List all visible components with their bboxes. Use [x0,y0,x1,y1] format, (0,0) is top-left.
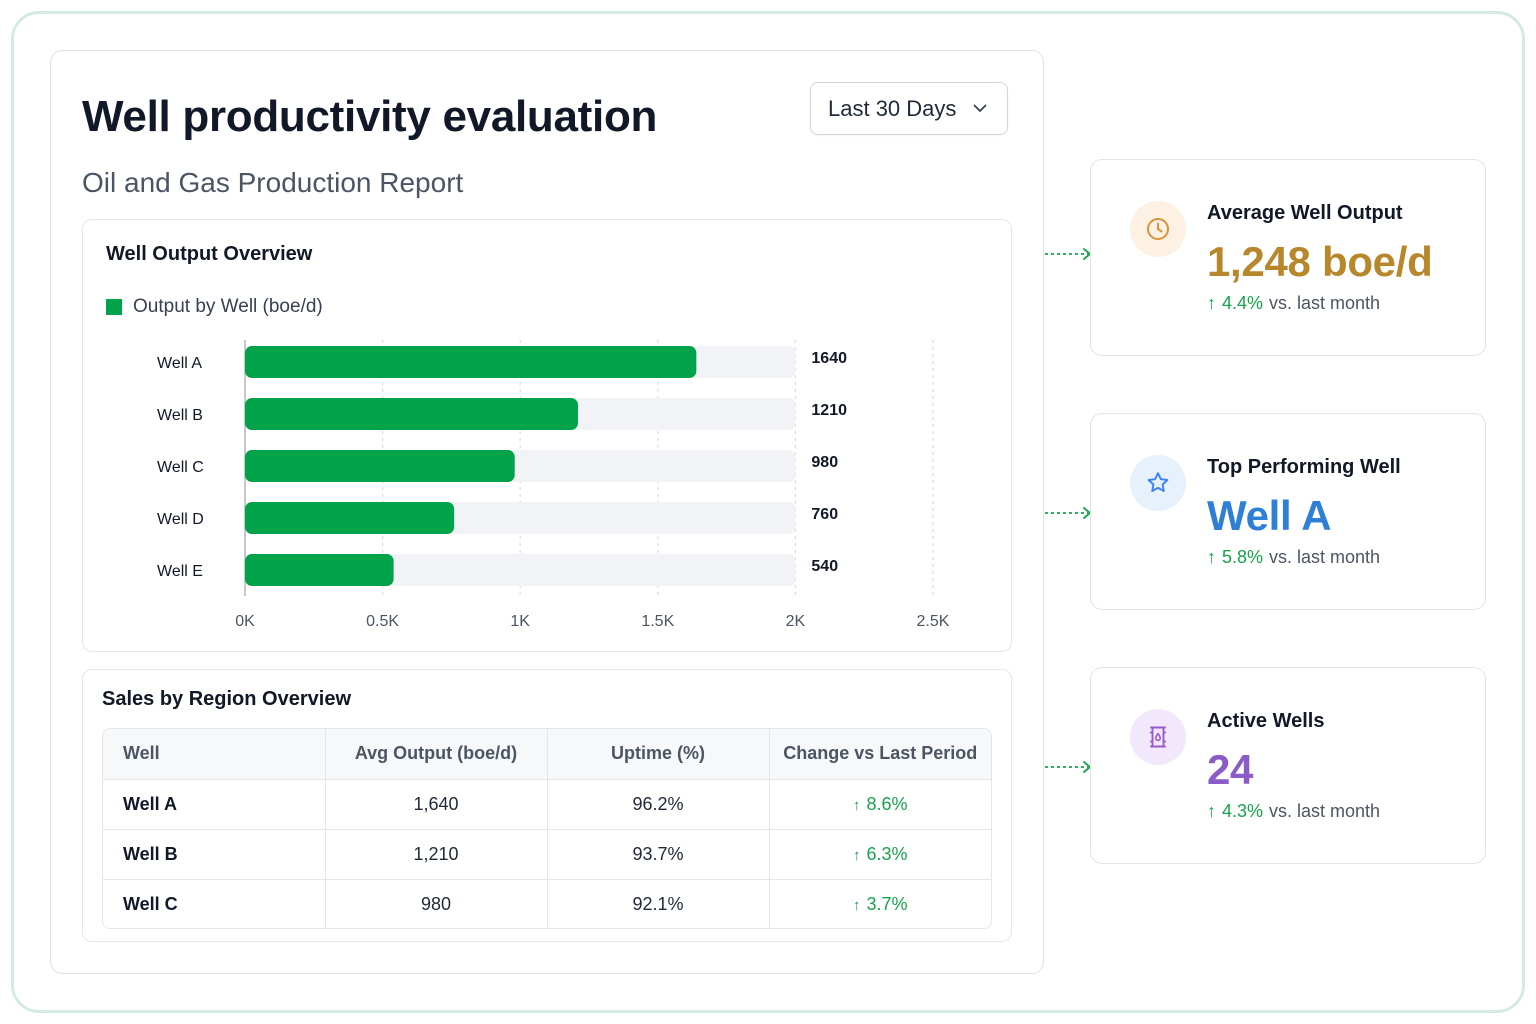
page-subtitle: Oil and Gas Production Report [82,167,464,198]
table-row[interactable]: Well C 980 92.1% ↑ 3.7% [103,879,991,928]
tick-label: 2K [786,613,806,630]
tick-label: 2.5K [917,613,950,630]
arrow-up-icon: ↑ [852,896,861,914]
kpi-label: Average Well Output [1207,202,1403,224]
change-value: 8.6% [866,793,908,814]
category-label: Well E [157,563,203,580]
arrow-up-icon: ↑ [1207,547,1216,567]
bar [245,346,697,378]
chevron-down-icon [973,104,987,112]
column-header-avg-output[interactable]: Avg Output (boe/d) [325,729,548,780]
kpi-delta-suffix: vs. last month [1269,547,1381,567]
kpi-value: Well A [1207,492,1332,539]
data-label: 1640 [811,350,847,367]
data-label: 1210 [811,402,847,419]
cell-uptime: 96.2% [547,779,770,830]
connector-arrow-icon [1045,761,1091,773]
kpi-label: Active Wells [1207,710,1325,732]
tick-label: 0K [235,613,255,630]
chart-title: Well Output Overview [106,243,313,265]
cell-uptime: 93.7% [547,829,770,880]
kpi-delta: ↑ 4.3% vs. last month [1207,801,1380,822]
kpi-delta-percent: 5.8% [1222,547,1264,567]
category-label: Well C [157,459,204,476]
table-title: Sales by Region Overview [102,688,351,710]
bar [245,502,455,534]
date-range-select[interactable]: Last 30 Days [810,82,1008,135]
data-label: 540 [811,558,838,575]
chart-legend: Output by Well (boe/d) [106,296,323,318]
kpi-card-average-output[interactable]: Average Well Output 1,248 boe/d ↑ 4.4% v… [1090,159,1486,356]
cell-well: Well A [103,779,326,830]
arrow-up-icon: ↑ [1207,293,1216,313]
arrow-up-icon: ↑ [852,796,861,814]
star-icon [1130,455,1186,511]
cell-change: ↑ 6.3% [769,829,991,880]
kpi-label: Top Performing Well [1207,456,1401,478]
cell-change: ↑ 3.7% [769,879,991,928]
column-header-uptime[interactable]: Uptime (%) [547,729,770,780]
legend-label: Output by Well (boe/d) [133,296,323,317]
date-range-value: Last 30 Days [828,95,957,121]
legend-swatch [106,299,122,315]
data-label: 980 [811,454,838,471]
kpi-delta-suffix: vs. last month [1269,293,1381,313]
well-output-chart-card [82,219,1012,652]
category-label: Well D [157,511,204,528]
tick-label: 1K [510,613,530,630]
page-title: Well productivity evaluation [82,92,658,141]
kpi-delta-percent: 4.4% [1222,293,1264,313]
column-header-change[interactable]: Change vs Last Period [769,729,991,780]
kpi-card-active-wells[interactable]: Active Wells 24 ↑ 4.3% vs. last month [1090,667,1486,864]
kpi-delta-suffix: vs. last month [1269,801,1381,821]
kpi-delta-percent: 4.3% [1222,801,1264,821]
clock-icon [1130,201,1186,257]
kpi-card-top-well[interactable]: Top Performing Well Well A ↑ 5.8% vs. la… [1090,413,1486,610]
category-label: Well B [157,407,203,424]
table-header-row: Well Avg Output (boe/d) Uptime (%) Chang… [103,729,991,780]
bar [245,554,394,586]
cell-change: ↑ 8.6% [769,779,991,830]
well-output-bar-chart: Well A 1640 Well B 1210 Well C 980 Well D 760 We… [157,340,950,630]
table-row[interactable]: Well A 1,640 96.2% ↑ 8.6% [103,779,991,830]
category-label: Well A [157,355,202,372]
oil-barrel-icon [1130,709,1186,765]
kpi-delta: ↑ 5.8% vs. last month [1207,547,1380,568]
cell-well: Well B [103,829,326,880]
tick-label: 0.5K [366,613,399,630]
kpi-delta: ↑ 4.4% vs. last month [1207,293,1380,314]
bar [245,398,578,430]
change-value: 3.7% [866,893,908,914]
cell-well: Well C [103,879,326,928]
cell-avg-output: 1,210 [325,829,548,880]
kpi-value: 24 [1207,746,1254,793]
bar [245,450,515,482]
connector-arrow-icon [1045,507,1091,519]
data-label: 760 [811,506,838,523]
cell-avg-output: 980 [325,879,548,928]
arrow-up-icon: ↑ [852,846,861,864]
change-value: 6.3% [866,843,908,864]
cell-avg-output: 1,640 [325,779,548,830]
cell-uptime: 92.1% [547,879,770,928]
tick-label: 1.5K [641,613,674,630]
table-row[interactable]: Well B 1,210 93.7% ↑ 6.3% [103,829,991,880]
sales-table: Well Avg Output (boe/d) Uptime (%) Chang… [102,728,992,929]
kpi-value: 1,248 boe/d [1207,238,1433,285]
arrow-up-icon: ↑ [1207,801,1216,821]
connector-arrow-icon [1045,248,1091,260]
column-header-well[interactable]: Well [103,729,326,780]
